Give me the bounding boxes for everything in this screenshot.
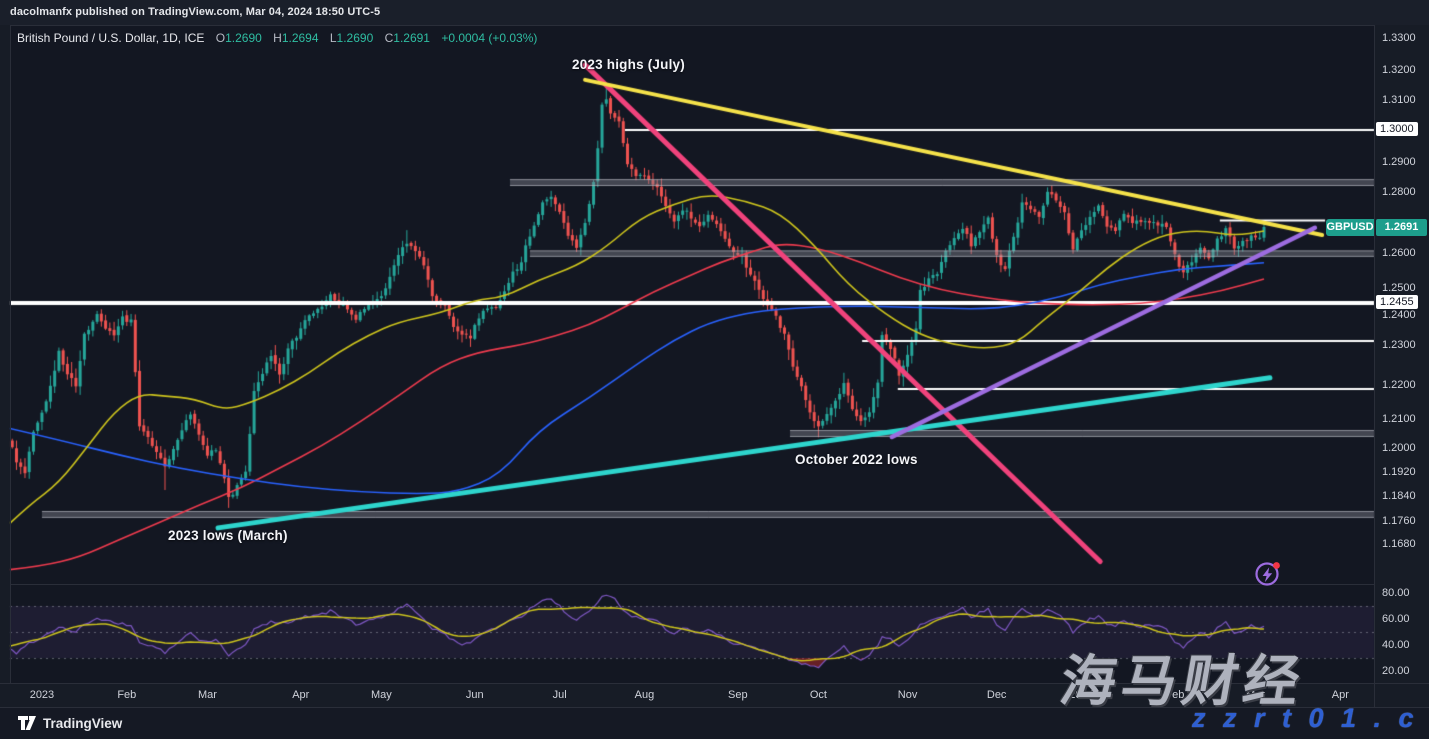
pane-top-border — [10, 25, 1374, 26]
time-axis-label: Mar — [197, 689, 217, 701]
time-axis-label: Jun — [465, 689, 484, 701]
price-axis-label: 1.2300 — [1382, 339, 1416, 351]
price-axis-label: 1.1920 — [1382, 466, 1416, 478]
change-value: +0.0004 (+0.03%) — [441, 31, 538, 45]
time-axis-label: 2024 — [1069, 689, 1094, 701]
time-axis-label: Mar — [1246, 689, 1265, 701]
indicator-axis-label: 80.00 — [1382, 587, 1410, 599]
time-axis-separator — [0, 683, 1429, 684]
price-axis-label: 1.3100 — [1382, 94, 1416, 106]
price-axis-label: 1.1760 — [1382, 515, 1416, 527]
price-axis-label: 1.2100 — [1382, 413, 1416, 425]
indicator-axis-label: 60.00 — [1382, 613, 1410, 625]
symbol-legend[interactable]: British Pound / U.S. Dollar, 1D, ICE O1.… — [17, 31, 537, 46]
annotation-2023-lows[interactable]: 2023 lows (March) — [168, 528, 288, 543]
annotation-october-2022-lows[interactable]: October 2022 lows — [795, 452, 918, 467]
publisher-line: dacolmanfx published on TradingView.com,… — [10, 6, 381, 18]
high-value: 1.2694 — [281, 31, 319, 45]
time-axis-label: Feb — [117, 689, 137, 701]
footer-separator — [0, 707, 1429, 708]
close-key: C — [384, 31, 394, 45]
publish-info-bar: dacolmanfx published on TradingView.com,… — [0, 0, 1429, 25]
time-axis-label: Oct — [809, 689, 827, 701]
time-axis-label: Nov — [897, 689, 918, 701]
time-axis-label: Dec — [986, 689, 1007, 701]
high-key: H — [273, 31, 282, 45]
watermark-url: z z r t 0 1 . c n — [1192, 703, 1429, 733]
pane-divider — [10, 584, 1374, 585]
low-value: 1.2690 — [336, 31, 374, 45]
price-axis-label: 1.2500 — [1382, 282, 1416, 294]
price-axis-label: 1.2000 — [1382, 442, 1416, 454]
tradingview-brand-link[interactable]: TradingView — [18, 714, 122, 732]
tradingview-logo — [18, 716, 36, 730]
annotation-2023-highs[interactable]: 2023 highs (July) — [572, 57, 685, 72]
price-level-label: 1.3000 — [1376, 122, 1418, 136]
price-axis-label: 1.2900 — [1382, 156, 1416, 168]
indicator-axis-label: 40.00 — [1382, 639, 1410, 651]
time-axis-label: Sep — [728, 689, 748, 701]
price-level-label: 1.2455 — [1376, 295, 1418, 309]
time-axis-label: Apr — [1331, 689, 1349, 701]
price-axis-label: 1.2600 — [1382, 247, 1416, 259]
time-axis-label: 2023 — [29, 689, 55, 701]
open-value: 1.2690 — [225, 31, 262, 45]
price-axis-label: 1.2200 — [1382, 379, 1416, 391]
time-axis-label: Jul — [552, 689, 567, 701]
price-axis-label: 1.1840 — [1382, 490, 1416, 502]
low-key: L — [329, 31, 337, 45]
indicator-axis-label: 20.00 — [1382, 665, 1410, 677]
price-axis-label: 1.2800 — [1382, 186, 1416, 198]
time-axis-label: Feb — [1165, 689, 1185, 701]
tradingview-wordmark: TradingView — [43, 715, 123, 731]
price-axis-label: 1.3200 — [1382, 64, 1416, 76]
price-axis-separator — [1374, 25, 1375, 707]
time-axis-label: Apr — [292, 689, 310, 701]
symbol-title: British Pound / U.S. Dollar, 1D, ICE — [17, 31, 205, 45]
time-axis-label: Aug — [634, 689, 655, 701]
price-axis-label: 1.3300 — [1382, 32, 1416, 44]
pane-left-border — [10, 25, 11, 683]
open-key: O — [215, 31, 226, 45]
price-axis-label: 1.2400 — [1382, 309, 1416, 321]
time-axis-label: May — [371, 689, 392, 701]
ticker-label: GBPUSD — [1326, 219, 1374, 236]
last-price-label: 1.2691 — [1376, 219, 1427, 236]
footer-bar — [0, 707, 1429, 739]
price-axis-label: 1.1680 — [1382, 538, 1416, 550]
lightning-flash-icon[interactable] — [1252, 557, 1284, 589]
close-value: 1.2691 — [393, 31, 430, 45]
